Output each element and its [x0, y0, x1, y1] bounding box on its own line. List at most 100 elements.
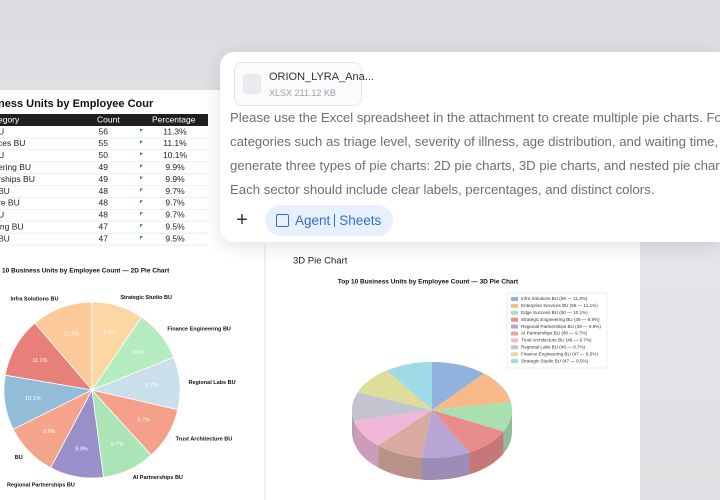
table-cell: 50	[99, 150, 109, 160]
slice-label: BU	[15, 455, 23, 461]
table-cell: 47	[99, 221, 109, 231]
slice-side	[352, 410, 355, 443]
pie-slice	[432, 362, 484, 410]
header-cell: Count	[97, 114, 120, 124]
table-cell: ering BU	[0, 162, 31, 172]
cell-flag	[140, 200, 143, 204]
section-heading: 3D Pie Chart	[293, 256, 348, 267]
legend-swatch	[511, 317, 518, 322]
table-cell: 9.7%	[165, 186, 185, 196]
slice-side	[378, 445, 422, 480]
table-cell: 56	[99, 126, 109, 136]
slice-label: AI Partnerships BU	[133, 475, 183, 481]
legend-swatch	[511, 338, 518, 343]
legend-swatch	[511, 331, 518, 336]
prompt-line: generate three types of pie charts: 2D p…	[230, 158, 720, 173]
slice-label: Infra Solutions BU	[10, 297, 58, 303]
cell-flag	[140, 140, 143, 144]
slice-percent: 9.9%	[43, 429, 56, 435]
pie-slice	[378, 410, 432, 458]
legend-swatch	[511, 297, 518, 301]
slice-percent: 9.7%	[145, 383, 158, 389]
add-button[interactable]: +	[236, 209, 248, 231]
table-title: ness Units by Employee Cour	[0, 98, 154, 110]
pie-slice	[352, 392, 432, 421]
table-cell: U	[0, 150, 4, 160]
table-cell: U	[0, 210, 4, 220]
agent-chip[interactable]: Agent Sheets	[265, 205, 394, 236]
slice-side	[469, 431, 504, 475]
attachment[interactable]: ORION_LYRA_Ana... XLSX 211.12 KB	[234, 62, 374, 106]
legend-swatch	[511, 352, 518, 357]
prompt-line: categories such as triage level, severit…	[230, 134, 719, 149]
cell-flag	[140, 188, 143, 192]
cell-flag	[140, 129, 143, 132]
table-cell: rships BU	[0, 174, 35, 184]
pie-slice	[432, 373, 511, 410]
legend-label: Strategic Studio BU (47 — 9.5%)	[521, 358, 589, 363]
slice-percent: 11.3%	[64, 331, 79, 337]
slice-percent: 9.7%	[111, 442, 124, 448]
prompt-line: Please use the Excel spreadsheet in the …	[230, 110, 720, 125]
prompt-line: Each sector should include clear labels,…	[230, 182, 655, 197]
table-cell: 11.3%	[163, 126, 187, 136]
tool: Sheets	[339, 213, 382, 228]
cell-flag	[140, 164, 143, 168]
legend-swatch	[511, 359, 518, 364]
header-cell: egory	[0, 114, 20, 124]
slice-percent: 9.9%	[75, 446, 88, 452]
slice-side	[421, 452, 470, 481]
file-meta: XLSX 211.12 KB	[269, 88, 336, 98]
table-cell: 49	[99, 174, 109, 184]
legend-label: Infra Solutions BU (56 — 11.3%)	[521, 296, 588, 301]
chart-title: 10 Business Units by Employee Count — 2D…	[2, 268, 170, 275]
cell-flag	[140, 236, 143, 240]
table-cell: 9.5%	[165, 233, 185, 243]
slice-side	[354, 420, 379, 468]
table-cell: 55	[99, 138, 109, 148]
legend-label: Regional Partnerships BU (49 — 9.9%)	[521, 324, 601, 329]
legend-swatch	[511, 324, 518, 329]
table-cell: 48	[99, 210, 109, 220]
mode: Agent	[295, 213, 331, 228]
cell-flag	[140, 212, 143, 216]
slice-percent: 11.1%	[32, 358, 47, 364]
pie-slice	[91, 301, 142, 392]
pie-slice	[432, 401, 513, 432]
table-cell: 47	[99, 233, 109, 243]
table-cell: BU	[0, 233, 10, 243]
table-cell: 48	[99, 198, 109, 208]
table-cell: 9.7%	[165, 198, 185, 208]
header-cell: Percentage	[152, 114, 196, 124]
file-icon	[243, 74, 261, 94]
cell-flag	[140, 176, 143, 180]
cell-flag	[140, 224, 143, 228]
pie-slice	[357, 370, 432, 410]
slice-percent: 10.1%	[25, 396, 41, 402]
table-cell: BU	[0, 186, 10, 196]
table-cell: ces BU	[0, 138, 25, 148]
pie-slice	[387, 362, 432, 410]
table-cell: 48	[99, 186, 109, 196]
legend-label: Enterprise Services BU (55 — 11.1%)	[521, 303, 598, 308]
legend-label: Edge Success BU (50 — 10.1%)	[521, 310, 588, 315]
legend-box	[506, 292, 608, 369]
slice-percent: 9.5%	[132, 350, 145, 356]
legend-swatch	[511, 345, 518, 350]
table-cell: 11.1%	[163, 138, 187, 148]
separator	[334, 214, 336, 227]
table-cell: 9.7%	[165, 210, 185, 220]
table-cell: 49	[99, 162, 109, 172]
slice-percent: 9.5%	[103, 330, 116, 336]
table-cell: 9.9%	[165, 162, 185, 172]
slice-label: Regional Partnerships BU	[7, 483, 75, 489]
slice-side	[503, 410, 512, 454]
table-cell: U	[0, 126, 4, 136]
slice-label: Trust Architecture BU	[176, 436, 233, 442]
slice-label: Regional Labs BU	[189, 380, 236, 386]
pie-slice	[432, 410, 504, 453]
legend-label: Trust Architecture BU (48 — 9.7%)	[521, 338, 592, 343]
chat-card: ORION_LYRA_Ana... XLSX 211.12 KB Please …	[220, 52, 720, 242]
legend-swatch	[511, 303, 518, 308]
legend-label: Finance Engineering BU (47 — 9.5%)	[521, 351, 598, 356]
